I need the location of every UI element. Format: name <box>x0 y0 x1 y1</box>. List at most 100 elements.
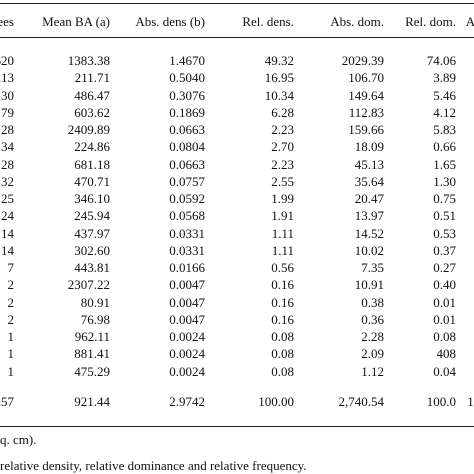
mean-ba-cell: 603.62 <box>74 104 110 120</box>
trees-cell: 79 <box>1 104 14 120</box>
abs-dens-cell: 0.3076 <box>169 87 205 103</box>
abs-freq-cell: 0.0 <box>370 243 474 258</box>
abs-dens-cell: 0.0024 <box>169 363 205 379</box>
abs-dens-cell: 0.0047 <box>169 294 205 310</box>
abs-freq-cell: 0.7 <box>370 53 474 68</box>
rel-dom-cell: 0.51 <box>433 208 456 224</box>
rel-dom-cell: 1.30 <box>433 173 456 189</box>
rel-dom-cell: 0.01 <box>433 311 456 327</box>
rel-dom-cell: 0.37 <box>433 242 456 258</box>
rel-dens-cell: 1.11 <box>271 225 294 241</box>
rel-dom-cell: 0.40 <box>433 277 456 293</box>
trees-cell: 620 <box>0 53 14 68</box>
trees-cell: 32 <box>1 173 14 189</box>
abs-dens-cell: 0.0568 <box>169 208 205 224</box>
rel-dom-cell: 0.66 <box>433 139 456 155</box>
header-rule <box>0 37 474 38</box>
abs-dens-cell: 0.0663 <box>169 122 205 137</box>
trees-cell: 2 <box>7 294 15 310</box>
abs-freq-cell: 0.0 <box>370 295 474 310</box>
trees-cell: 24 <box>1 208 14 224</box>
abs-dens-cell: 0.0331 <box>169 242 205 258</box>
abs-dom-cell: 10.02 <box>354 242 384 258</box>
mean-ba-cell: 245.94 <box>74 208 110 224</box>
trees-cell: 213 <box>0 70 14 86</box>
rel-dens-cell: 0.08 <box>271 329 294 344</box>
abs-dens-cell: 0.0331 <box>169 225 205 241</box>
abs-freq-cell: 0.4 <box>370 70 474 85</box>
mean-ba-cell: 881.41 <box>74 346 110 362</box>
mean-ba-cell: 224.86 <box>74 139 110 155</box>
rel-dens-cell: 6.28 <box>271 104 294 120</box>
abs-freq-cell: 0.1 <box>370 105 474 120</box>
abs-dens-cell: 0.0166 <box>169 260 205 275</box>
trees-cell: 257 <box>0 394 14 409</box>
abs-dens-cell: 0.0663 <box>169 156 205 172</box>
rel-dens-cell: 100.00 <box>258 394 294 409</box>
rel-dens-cell: 0.16 <box>271 311 294 327</box>
mean-ba-cell: 2307.22 <box>67 277 110 293</box>
abs-freq-cell: 0.0 <box>370 329 474 344</box>
abs-dens-cell: Abs. dens (b) <box>135 14 205 29</box>
abs-freq-cell: Abs. <box>465 14 474 29</box>
abs-dom-cell: 2.09 <box>361 346 384 362</box>
rel-dens-cell: 0.16 <box>271 277 294 293</box>
abs-dom-cell: 106.70 <box>348 70 384 86</box>
abs-freq-cell: 0.0 <box>370 139 474 154</box>
abs-dom-cell: 10.91 <box>354 277 384 293</box>
rel-dom-cell: 100.0 <box>426 394 456 409</box>
rel-dens-cell: 1.91 <box>271 208 294 224</box>
rel-dom-cell: 0.01 <box>433 294 456 310</box>
rel-dens-cell: Rel. dens. <box>242 14 294 29</box>
mean-ba-cell: 486.47 <box>74 87 110 103</box>
mean-ba-cell: 470.71 <box>74 173 110 189</box>
rel-dens-cell: 2.23 <box>271 156 294 172</box>
mean-ba-cell: Mean BA (a) <box>42 14 110 29</box>
rel-dom-cell: 4.12 <box>433 104 456 120</box>
abs-freq-cell: 0.0 <box>370 277 474 292</box>
rel-dom-cell: 74.06 <box>426 53 456 68</box>
abs-dens-cell: 0.0592 <box>169 191 205 206</box>
abs-freq-cell: 12.0 <box>467 394 474 409</box>
rel-dens-cell: 16.95 <box>264 70 294 86</box>
mean-ba-cell: 76.98 <box>80 311 110 327</box>
rel-dens-cell: 10.34 <box>264 87 294 103</box>
rel-dom-cell: 5.46 <box>433 87 456 103</box>
abs-dom-cell: 45.13 <box>354 156 384 172</box>
mean-ba-cell: 475.29 <box>74 363 110 379</box>
mean-ba-cell: 211.71 <box>74 70 110 86</box>
abs-dens-cell: 0.0757 <box>169 173 205 189</box>
trees-cell: 28 <box>1 122 14 137</box>
abs-dens-cell: 0.0804 <box>169 139 205 155</box>
abs-freq-cell: 0.0 <box>370 346 474 361</box>
rel-dom-cell: 0.08 <box>433 329 456 344</box>
bottom-rule <box>0 426 474 427</box>
trees-cell: 1 <box>7 363 15 379</box>
mean-ba-cell: 346.10 <box>74 191 110 206</box>
mean-ba-cell: 921.44 <box>74 394 110 409</box>
abs-dom-cell: 35.64 <box>354 173 384 189</box>
abs-dens-cell: 2.9742 <box>169 394 205 409</box>
abs-freq-cell: 0.0 <box>370 226 474 241</box>
rel-dom-cell: 0.53 <box>433 225 456 241</box>
trees-cell: 34 <box>1 139 14 155</box>
abs-dom-cell: 0.36 <box>361 311 384 327</box>
trees-cell: 1 <box>7 346 15 362</box>
mean-ba-cell: 437.97 <box>74 225 110 241</box>
abs-freq-cell: 0.0 <box>370 122 474 137</box>
abs-freq-cell: 0.0 <box>370 208 474 223</box>
abs-dom-cell: Abs. dom. <box>330 14 384 29</box>
mean-ba-cell: 1383.38 <box>67 53 110 68</box>
abs-dom-cell: 159.66 <box>348 122 384 137</box>
abs-dom-cell: 0.38 <box>361 294 384 310</box>
rel-dom-cell: 0.75 <box>433 191 456 206</box>
rel-dom-cell: 0.04 <box>433 363 456 379</box>
trees-cell: 1 <box>7 329 15 344</box>
rel-dom-cell: 5.83 <box>433 122 456 137</box>
abs-dom-cell: 2.28 <box>361 329 384 344</box>
abs-dens-cell: 0.0024 <box>169 346 205 362</box>
abs-dom-cell: 7.35 <box>361 260 384 275</box>
rel-dens-cell: 1.99 <box>271 191 294 206</box>
rel-dens-cell: 0.08 <box>271 363 294 379</box>
abs-dom-cell: 2029.39 <box>341 53 384 68</box>
